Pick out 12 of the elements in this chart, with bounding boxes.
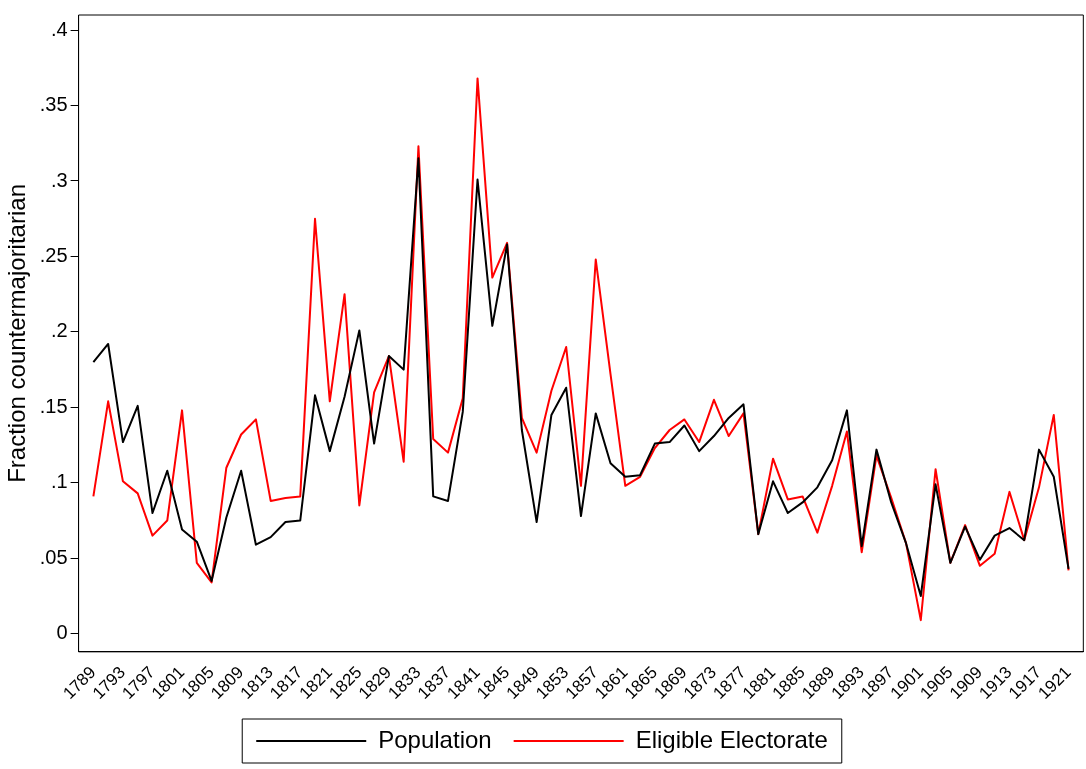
legend-label: Population xyxy=(378,725,492,753)
y-axis-title: Fraction countermajoritarian xyxy=(3,184,31,483)
y-tick-label: .2 xyxy=(50,319,68,342)
y-tick-label: .05 xyxy=(39,545,68,568)
y-tick-label: .15 xyxy=(39,394,68,417)
legend-label: Eligible Electorate xyxy=(635,725,828,753)
y-tick-label: .25 xyxy=(39,243,68,266)
y-tick-label: .3 xyxy=(50,168,68,191)
y-tick-label: .4 xyxy=(50,17,68,40)
y-tick-label: .1 xyxy=(50,470,68,493)
y-tick-label: 0 xyxy=(56,621,68,644)
y-tick-label: .35 xyxy=(39,93,68,116)
